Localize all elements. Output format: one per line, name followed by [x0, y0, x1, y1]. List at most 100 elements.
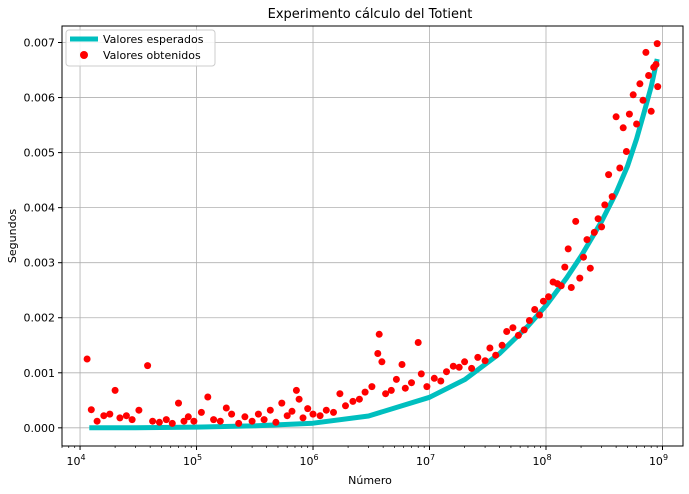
scatter-point — [586, 264, 594, 272]
scatter-point — [299, 414, 307, 422]
scatter-point — [392, 375, 400, 383]
scatter-point — [144, 362, 152, 370]
scatter-point — [492, 351, 500, 359]
scatter-point — [653, 40, 661, 48]
scatter-point — [437, 377, 445, 385]
y-tick-label: 0.005 — [24, 147, 56, 160]
y-tick-label: 0.006 — [24, 92, 56, 105]
scatter-point — [539, 297, 547, 305]
y-tick-label: 0.007 — [24, 37, 56, 50]
scatter-point — [605, 171, 613, 179]
chart-title: Experimento cálculo del Totient — [268, 7, 473, 22]
scatter-point — [481, 357, 489, 365]
scatter-point — [629, 91, 637, 99]
scatter-point — [414, 339, 422, 346]
scatter-point — [590, 228, 598, 236]
scatter-point — [210, 416, 218, 424]
scatter-point — [241, 413, 249, 421]
scatter-point — [468, 364, 476, 372]
scatter-point — [561, 263, 569, 271]
scatter-point — [514, 331, 522, 339]
plot-area — [62, 26, 683, 446]
scatter-point — [536, 311, 543, 319]
scatter-point — [342, 402, 349, 410]
scatter-point — [423, 383, 431, 391]
scatter-point — [564, 245, 572, 253]
scatter-point — [616, 164, 624, 172]
scatter-point — [355, 395, 363, 403]
legend-label-obtained: Valores obtenidos — [103, 49, 201, 62]
scatter-point — [509, 324, 517, 332]
scatter-point — [622, 148, 630, 155]
scatter-point — [455, 363, 463, 371]
x-tick-label: 104 — [66, 453, 85, 468]
scatter-point — [375, 330, 383, 338]
scatter-point — [260, 416, 268, 424]
scatter-point — [619, 124, 627, 132]
scatter-point — [266, 406, 274, 414]
y-tick-label: 0.001 — [24, 367, 56, 380]
scatter-point — [116, 414, 124, 422]
x-tick-label: 108 — [532, 453, 551, 468]
scatter-point — [316, 412, 324, 420]
scatter-point — [387, 386, 395, 394]
scatter-point — [583, 236, 591, 244]
scatter-point — [642, 48, 650, 56]
scatter-point — [520, 326, 528, 334]
scatter-point — [288, 407, 296, 415]
scatter-point — [654, 83, 662, 91]
y-tick-label: 0.002 — [24, 312, 56, 325]
scatter-point — [128, 416, 136, 424]
scatter-point — [382, 390, 390, 398]
scatter-point — [336, 390, 344, 398]
scatter-point — [304, 405, 312, 413]
scatter-point — [175, 399, 182, 407]
scatter-point — [580, 253, 587, 261]
scatter-point — [272, 418, 280, 426]
scatter-point — [443, 368, 450, 376]
scatter-point — [576, 274, 584, 282]
scatter-point — [168, 419, 176, 427]
scatter-point — [228, 410, 236, 418]
scatter-point — [295, 395, 303, 403]
legend-label-expected: Valores esperados — [103, 33, 204, 46]
scatter-point — [204, 393, 212, 401]
scatter-point — [449, 362, 457, 370]
scatter-point — [106, 410, 114, 418]
scatter-point — [645, 72, 653, 79]
scatter-point — [612, 113, 620, 121]
scatter-point — [309, 410, 317, 418]
scatter-point — [594, 215, 602, 223]
scatter-point — [278, 399, 286, 407]
scatter-point — [349, 397, 357, 405]
scatter-point — [235, 419, 243, 427]
y-tick-label: 0.003 — [24, 257, 56, 270]
scatter-point — [155, 418, 163, 426]
scatter-point — [111, 386, 119, 394]
scatter-point — [557, 282, 565, 290]
scatter-point — [401, 384, 409, 392]
scatter-point — [567, 284, 575, 291]
scatter-point — [216, 417, 224, 425]
scatter-point — [636, 80, 644, 88]
scatter-point — [498, 341, 506, 349]
scatter-point — [149, 417, 157, 425]
scatter-point — [625, 110, 633, 118]
scatter-points — [83, 40, 662, 427]
scatter-point — [292, 386, 300, 394]
scatter-point — [639, 96, 647, 104]
plot-frame — [61, 25, 684, 447]
scatter-point — [408, 379, 415, 387]
x-tick-label: 107 — [416, 453, 435, 468]
scatter-point — [598, 223, 606, 231]
legend: Valores esperados Valores obtenidos — [65, 29, 216, 67]
scatter-point — [486, 344, 494, 352]
scatter-point — [430, 374, 438, 382]
scatter-point — [652, 61, 660, 68]
axis-ticks: 104 105 106 107 108 109 0.000 0.001 0.002 0.003 0.… — [24, 37, 669, 468]
y-tick-label: 0.000 — [24, 422, 56, 435]
scatter-point — [93, 417, 101, 425]
scatter-point — [601, 201, 609, 209]
scatter-point — [100, 412, 108, 420]
